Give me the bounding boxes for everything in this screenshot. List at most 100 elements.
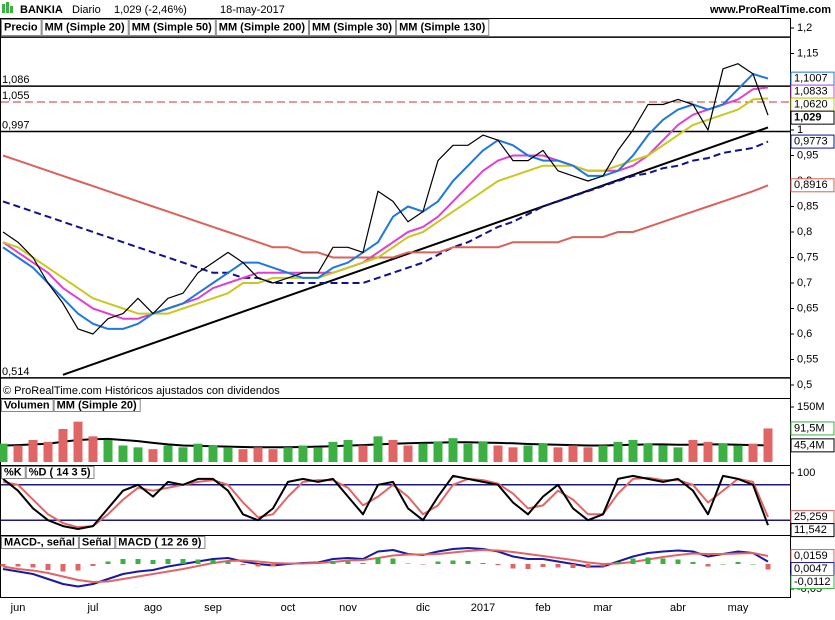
legend-box xyxy=(115,536,206,549)
legend-box xyxy=(78,536,116,549)
bar xyxy=(673,447,683,462)
bar xyxy=(643,443,653,462)
x-tick-label: jun xyxy=(10,602,26,614)
legend-box xyxy=(396,19,490,36)
bar xyxy=(345,561,351,564)
bar xyxy=(360,563,366,564)
series-line xyxy=(2,154,769,259)
x-tick-label: may xyxy=(728,602,749,614)
legend-box xyxy=(41,19,129,36)
bar xyxy=(343,440,353,462)
x-tick-label: sep xyxy=(204,602,222,614)
bar xyxy=(178,447,188,462)
bar xyxy=(225,561,231,564)
bar xyxy=(750,564,756,565)
series-line xyxy=(2,63,769,335)
bar xyxy=(493,445,503,462)
x-tick-label: dic xyxy=(416,602,431,614)
legend-box xyxy=(308,19,397,36)
bar xyxy=(420,564,426,565)
bar xyxy=(555,564,561,568)
bar xyxy=(405,563,411,564)
bar xyxy=(583,447,593,462)
value-box-label: 11,542 xyxy=(794,524,827,536)
bar xyxy=(690,562,696,564)
bar xyxy=(73,421,83,462)
bar xyxy=(255,564,261,567)
value-box-label: -0,0112 xyxy=(794,576,831,588)
legend-box xyxy=(25,466,95,479)
x-tick-label: jul xyxy=(86,602,98,614)
value-box-label: 91,5M xyxy=(794,422,825,434)
bar xyxy=(733,445,743,462)
value-box-label: 1,0833 xyxy=(794,86,828,98)
bar xyxy=(660,558,666,564)
bar xyxy=(628,440,638,462)
legend-label: %D ( 14 3 5) xyxy=(29,466,91,478)
bar xyxy=(388,440,398,462)
legend-label: MACD-, señal xyxy=(4,536,75,548)
y-tick-label: 0,95 xyxy=(797,149,818,161)
bar xyxy=(328,441,338,462)
series-line xyxy=(2,474,769,530)
bar xyxy=(748,443,758,462)
footnote: © ProRealTime.com Históricos ajustados c… xyxy=(3,385,280,397)
bar xyxy=(208,445,218,462)
series-line xyxy=(2,437,769,449)
y-tick-label: 0,8 xyxy=(797,226,812,238)
series-line xyxy=(2,72,769,330)
legend-label: MM (Simple 20) xyxy=(57,399,137,411)
y-tick-label: 1 xyxy=(797,124,803,136)
bar xyxy=(448,438,458,462)
trendline xyxy=(62,126,769,376)
bar xyxy=(435,561,441,564)
bar xyxy=(313,447,323,462)
series-line xyxy=(2,86,769,320)
bar xyxy=(103,440,113,462)
bar xyxy=(300,563,306,564)
bar xyxy=(150,560,156,564)
x-tick-label: feb xyxy=(535,602,550,614)
bar xyxy=(703,441,713,462)
bar xyxy=(180,559,186,564)
legend-label: MM (Simple 20) xyxy=(45,21,125,33)
bar xyxy=(135,559,141,564)
y-tick-label: 1,2 xyxy=(797,22,812,34)
legend-label: %K xyxy=(4,466,22,478)
bar xyxy=(568,445,578,462)
series-line xyxy=(2,140,769,284)
legend-box xyxy=(1,19,42,36)
bar xyxy=(540,564,546,567)
y-tick-label: 0,75 xyxy=(797,251,818,263)
series-line xyxy=(2,549,769,583)
bar xyxy=(765,564,771,570)
bar xyxy=(763,428,773,462)
bar xyxy=(418,443,428,462)
bar xyxy=(30,564,36,568)
value-box xyxy=(790,110,835,125)
value-box xyxy=(790,178,835,193)
legend-box xyxy=(53,399,141,412)
bar xyxy=(358,445,368,462)
bar xyxy=(450,560,456,564)
panel-frame xyxy=(0,18,791,399)
bar xyxy=(75,564,81,571)
bar xyxy=(120,559,126,564)
bar xyxy=(298,445,308,462)
level-label: 1,055 xyxy=(2,90,30,102)
bar xyxy=(465,561,471,564)
bar xyxy=(658,445,668,462)
bar xyxy=(688,440,698,462)
y-tick-label: 1,15 xyxy=(797,47,818,59)
series-line xyxy=(2,547,769,588)
bar xyxy=(598,445,608,462)
bar xyxy=(28,440,38,462)
bar xyxy=(570,564,576,568)
legend-label: MM (Simple 30) xyxy=(312,21,392,33)
bar xyxy=(375,557,381,564)
legend-box xyxy=(215,19,309,36)
value-box-label: 0,8916 xyxy=(794,179,828,191)
series-line xyxy=(2,97,769,315)
legend-box xyxy=(1,399,54,412)
x-tick-label: nov xyxy=(339,602,357,614)
